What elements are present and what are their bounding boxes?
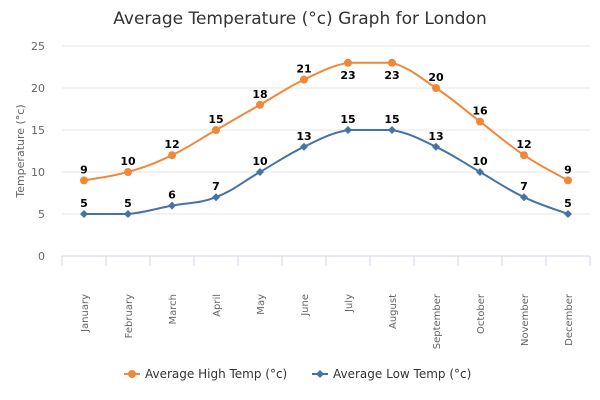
data-label: 20 — [428, 71, 444, 84]
data-point[interactable] — [344, 58, 352, 67]
data-point[interactable] — [520, 193, 528, 202]
legend-item-1[interactable]: Average Low Temp (°c) — [312, 367, 471, 381]
y-axis-ticks: 0 5 10 15 20 25 — [31, 40, 45, 263]
x-tick-label: March — [168, 294, 179, 324]
data-label: 21 — [296, 63, 311, 76]
data-label: 7 — [212, 180, 220, 193]
data-label: 10 — [252, 155, 268, 168]
series-0 — [80, 58, 572, 185]
x-tick-label: January — [80, 294, 91, 333]
data-point[interactable] — [476, 117, 484, 126]
data-point[interactable] — [168, 201, 176, 210]
data-point[interactable] — [256, 100, 264, 109]
data-label: 9 — [564, 163, 572, 176]
series-line[interactable] — [84, 129, 569, 215]
data-label: 12 — [164, 138, 179, 151]
x-axis: January February March April May June July Augu… — [61, 255, 591, 349]
legend-circle-icon — [128, 370, 136, 378]
x-tick-label: February — [124, 294, 135, 338]
data-point[interactable] — [80, 210, 88, 218]
series-layer — [80, 58, 572, 218]
data-label: 5 — [124, 197, 132, 210]
x-tick-label: October — [476, 293, 487, 334]
data-point[interactable] — [168, 151, 176, 160]
data-point[interactable] — [124, 168, 132, 176]
data-point[interactable] — [432, 84, 440, 92]
data-label: 6 — [168, 189, 176, 202]
data-point[interactable] — [520, 151, 528, 160]
data-label: 15 — [340, 113, 355, 126]
data-label: 9 — [80, 163, 88, 176]
x-tick-label: April — [212, 294, 223, 317]
series-line[interactable] — [83, 61, 569, 182]
data-point[interactable] — [388, 126, 396, 134]
data-label: 23 — [384, 69, 399, 82]
legend[interactable]: Average High Temp (°c) Average Low Temp (… — [124, 367, 471, 381]
y-tick-label: 25 — [31, 40, 45, 53]
y-tick-label: 20 — [31, 82, 45, 95]
data-point[interactable] — [388, 58, 396, 67]
data-labels: 9 10 12 15 18 21 23 23 20 16 12 9 5 5 6 7 10 13 15 15 13 10 7 5 — [80, 63, 572, 210]
x-tick-label: November — [520, 293, 531, 346]
legend-label: Average High Temp (°c) — [145, 367, 287, 381]
legend-label: Average Low Temp (°c) — [333, 367, 471, 381]
x-tick-label: May — [256, 294, 267, 315]
data-point[interactable] — [300, 75, 308, 84]
legend-diamond-icon — [316, 370, 324, 378]
gridlines — [62, 45, 590, 215]
data-label: 5 — [80, 197, 88, 210]
data-point[interactable] — [212, 126, 220, 134]
data-point[interactable] — [80, 176, 88, 185]
x-tick-label: September — [432, 293, 443, 349]
y-axis-title: Temperature (°c) — [14, 104, 27, 198]
data-point[interactable] — [476, 168, 484, 176]
data-label: 16 — [472, 105, 488, 118]
data-point[interactable] — [212, 193, 220, 202]
data-label: 23 — [340, 69, 355, 82]
y-tick-label: 15 — [31, 124, 45, 137]
x-tick-label: July — [344, 294, 355, 313]
legend-item-0[interactable]: Average High Temp (°c) — [124, 367, 287, 381]
data-label: 10 — [472, 155, 488, 168]
data-label: 12 — [516, 138, 531, 151]
data-point[interactable] — [256, 168, 264, 176]
data-point[interactable] — [300, 142, 308, 151]
chart-title: Average Temperature (°c) Graph for Londo… — [113, 9, 486, 29]
data-point[interactable] — [344, 126, 352, 134]
data-label: 15 — [208, 113, 223, 126]
data-label: 13 — [428, 130, 443, 143]
data-label: 10 — [120, 155, 136, 168]
data-label: 15 — [384, 113, 399, 126]
data-label: 7 — [520, 180, 528, 193]
data-point[interactable] — [432, 142, 440, 151]
data-label: 13 — [296, 130, 311, 143]
x-tick-label: December — [564, 293, 575, 346]
data-point[interactable] — [124, 210, 132, 218]
y-tick-label: 10 — [31, 166, 45, 179]
data-point[interactable] — [564, 176, 572, 185]
data-label: 18 — [252, 88, 267, 101]
y-tick-label: 5 — [38, 208, 45, 221]
x-tick-label: August — [388, 294, 399, 329]
data-point[interactable] — [564, 210, 572, 218]
series-1 — [80, 126, 572, 218]
x-tick-label: June — [300, 294, 311, 317]
y-tick-label: 0 — [38, 250, 45, 263]
data-label: 5 — [564, 197, 572, 210]
